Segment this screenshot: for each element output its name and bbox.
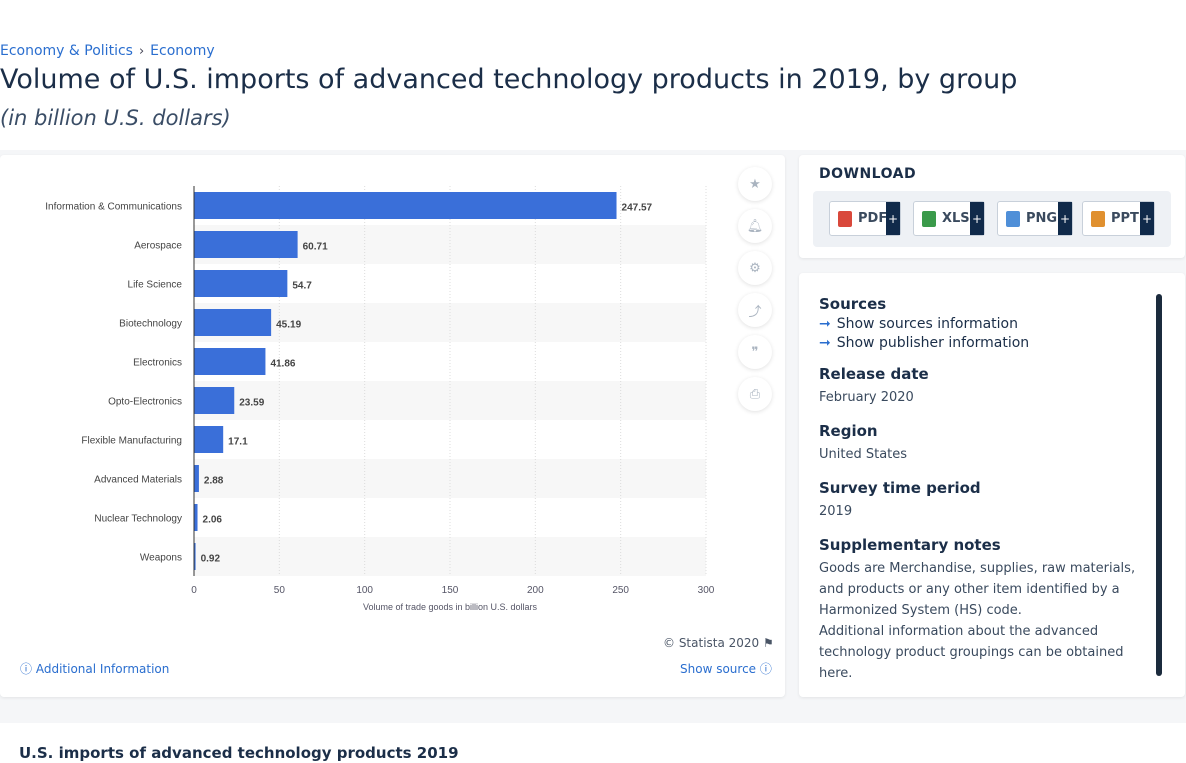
gear-icon[interactable]: ⚙: [738, 251, 772, 285]
category-label: Weapons: [140, 553, 182, 564]
bar[interactable]: [194, 270, 288, 297]
png-file-icon: [1006, 210, 1020, 227]
plus-icon: +: [886, 202, 900, 235]
download-xls-button[interactable]: XLS +: [913, 201, 985, 236]
value-label: 60.71: [303, 242, 328, 253]
print-icon[interactable]: ⎙: [738, 377, 772, 411]
download-card: DOWNLOAD PDF + XLS + PNG + PPT +: [799, 155, 1185, 258]
x-tick-label: 200: [527, 585, 544, 596]
category-label: Biotechnology: [119, 319, 182, 330]
share-icon[interactable]: ⤴: [738, 293, 772, 327]
value-label: 45.19: [276, 320, 301, 331]
x-tick-label: 150: [442, 585, 459, 596]
show-sources-link[interactable]: ➞ Show sources information: [819, 316, 1018, 332]
release-date-heading: Release date: [819, 365, 929, 383]
category-label: Life Science: [128, 280, 183, 291]
scrollbar[interactable]: [1156, 294, 1162, 676]
show-source-link[interactable]: Show source ⓘ: [680, 662, 772, 676]
bar[interactable]: [194, 231, 298, 258]
xls-file-icon: [922, 210, 936, 227]
breadcrumb: Economy & Politics › Economy: [0, 43, 215, 59]
survey-period-heading: Survey time period: [819, 479, 981, 497]
download-bar: PDF + XLS + PNG + PPT +: [813, 191, 1171, 247]
bell-icon[interactable]: 🔔︎: [738, 209, 772, 243]
value-label: 23.59: [239, 398, 264, 409]
x-tick-label: 300: [698, 585, 715, 596]
bar[interactable]: [194, 426, 224, 453]
category-label: Opto-Electronics: [108, 397, 182, 408]
download-pdf-button[interactable]: PDF +: [829, 201, 901, 236]
additional-information-link[interactable]: ⓘ Additional Information: [20, 662, 170, 676]
category-label: Electronics: [133, 358, 182, 369]
page-subtitle: (in billion U.S. dollars): [0, 106, 231, 130]
source-info-card: Sources ➞ Show sources information ➞ Show …: [799, 273, 1185, 697]
arrow-right-icon: ➞: [819, 335, 831, 351]
flag-icon[interactable]: ⚑: [763, 636, 774, 650]
show-publisher-link[interactable]: ➞ Show publisher information: [819, 335, 1030, 351]
download-png-button[interactable]: PNG +: [997, 201, 1073, 236]
x-tick-label: 250: [612, 585, 629, 596]
value-label: 2.06: [203, 515, 223, 526]
x-axis-label: Volume of trade goods in billion U.S. do…: [363, 602, 538, 612]
value-label: 54.7: [292, 281, 312, 292]
copyright: © Statista 2020 ⚑: [663, 636, 774, 650]
related-title: U.S. imports of advanced technology prod…: [19, 744, 459, 762]
info-icon: ⓘ: [759, 662, 772, 676]
quote-icon[interactable]: ❞: [738, 335, 772, 369]
related-card: U.S. imports of advanced technology prod…: [0, 723, 1186, 763]
ppt-file-icon: [1091, 210, 1105, 227]
x-tick-label: 100: [356, 585, 373, 596]
plus-icon: +: [1058, 202, 1072, 235]
download-ppt-button[interactable]: PPT +: [1082, 201, 1155, 236]
value-label: 0.92: [201, 554, 221, 565]
category-label: Nuclear Technology: [94, 514, 182, 525]
supplementary-notes-text: Goods are Merchandise, supplies, raw mat…: [819, 561, 1136, 618]
bar[interactable]: [194, 543, 196, 570]
supplementary-notes-heading: Supplementary notes: [819, 536, 1001, 554]
bar[interactable]: [194, 504, 198, 531]
survey-period-value: 2019: [819, 504, 853, 519]
chart-toolbar: ★ 🔔︎ ⚙ ⤴ ❞ ⎙: [738, 167, 772, 419]
supplementary-notes-text-2: Additional information about the advance…: [819, 624, 1124, 681]
bar-chart: Information & Communications Aerospace Lif…: [45, 186, 715, 612]
breadcrumb-separator: ›: [138, 44, 145, 59]
category-label: Aerospace: [134, 241, 182, 252]
x-tick-label: 50: [274, 585, 286, 596]
region-value: United States: [819, 447, 908, 462]
value-label: 247.57: [622, 203, 653, 214]
value-label: 41.86: [270, 359, 295, 370]
value-label: 17.1: [228, 437, 248, 448]
x-tick-label: 0: [191, 585, 197, 596]
plus-icon: +: [970, 202, 984, 235]
info-icon: ⓘ: [20, 662, 33, 676]
page-title: Volume of U.S. imports of advanced techn…: [0, 64, 1018, 95]
bar[interactable]: [194, 309, 272, 336]
breadcrumb-economy[interactable]: Economy: [150, 43, 215, 59]
bar[interactable]: [194, 465, 199, 492]
sources-heading: Sources: [819, 295, 887, 313]
category-label: Flexible Manufacturing: [81, 436, 182, 447]
star-icon[interactable]: ★: [738, 167, 772, 201]
breadcrumb-economy-politics[interactable]: Economy & Politics: [0, 43, 133, 59]
value-label: 2.88: [204, 476, 224, 487]
bar[interactable]: [194, 192, 617, 219]
category-label: Information & Communications: [45, 202, 182, 213]
bar[interactable]: [194, 387, 235, 414]
plus-icon: +: [1140, 202, 1154, 235]
source-info: Sources ➞ Show sources information ➞ Show …: [819, 295, 1139, 683]
release-date-value: February 2020: [819, 390, 914, 405]
header-area: Economy & Politics › Economy Volume of U.S…: [0, 0, 1186, 150]
category-label: Advanced Materials: [94, 475, 182, 486]
pdf-file-icon: [838, 210, 852, 227]
region-heading: Region: [819, 422, 878, 440]
bar[interactable]: [194, 348, 266, 375]
arrow-right-icon: ➞: [819, 316, 831, 332]
download-title: DOWNLOAD: [819, 166, 917, 182]
